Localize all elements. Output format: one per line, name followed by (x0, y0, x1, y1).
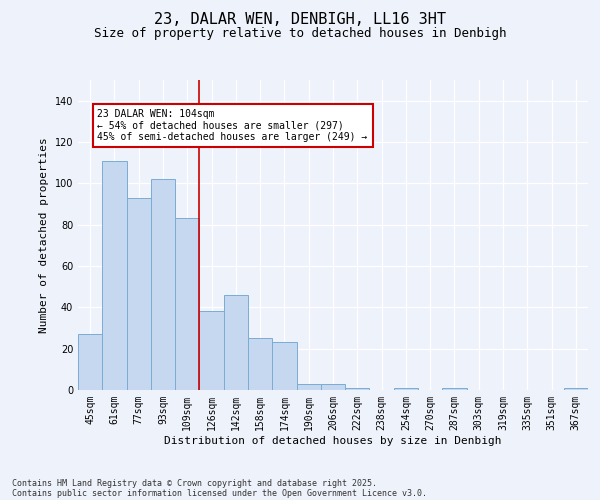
Bar (321, 384, 345, 390)
Bar (127, 198, 151, 390)
Text: 23 DALAR WEN: 104sqm
← 54% of detached houses are smaller (297)
45% of semi-deta: 23 DALAR WEN: 104sqm ← 54% of detached h… (97, 109, 368, 142)
Bar (564, 388, 588, 390)
Text: Size of property relative to detached houses in Denbigh: Size of property relative to detached ho… (94, 28, 506, 40)
Y-axis label: Number of detached properties: Number of detached properties (39, 137, 49, 333)
Text: 23, DALAR WEN, DENBIGH, LL16 3HT: 23, DALAR WEN, DENBIGH, LL16 3HT (154, 12, 446, 28)
Bar (394, 388, 418, 390)
Bar (175, 218, 199, 390)
Text: Contains public sector information licensed under the Open Government Licence v3: Contains public sector information licen… (12, 488, 427, 498)
Text: Contains HM Land Registry data © Crown copyright and database right 2025.: Contains HM Land Registry data © Crown c… (12, 478, 377, 488)
Bar (199, 312, 224, 390)
Bar (442, 388, 467, 390)
Bar (296, 384, 321, 390)
Bar (102, 160, 127, 390)
Bar (78, 334, 102, 390)
Bar (151, 179, 175, 390)
Bar (345, 388, 370, 390)
X-axis label: Distribution of detached houses by size in Denbigh: Distribution of detached houses by size … (164, 436, 502, 446)
Bar (248, 338, 272, 390)
Bar (272, 342, 296, 390)
Bar (224, 295, 248, 390)
